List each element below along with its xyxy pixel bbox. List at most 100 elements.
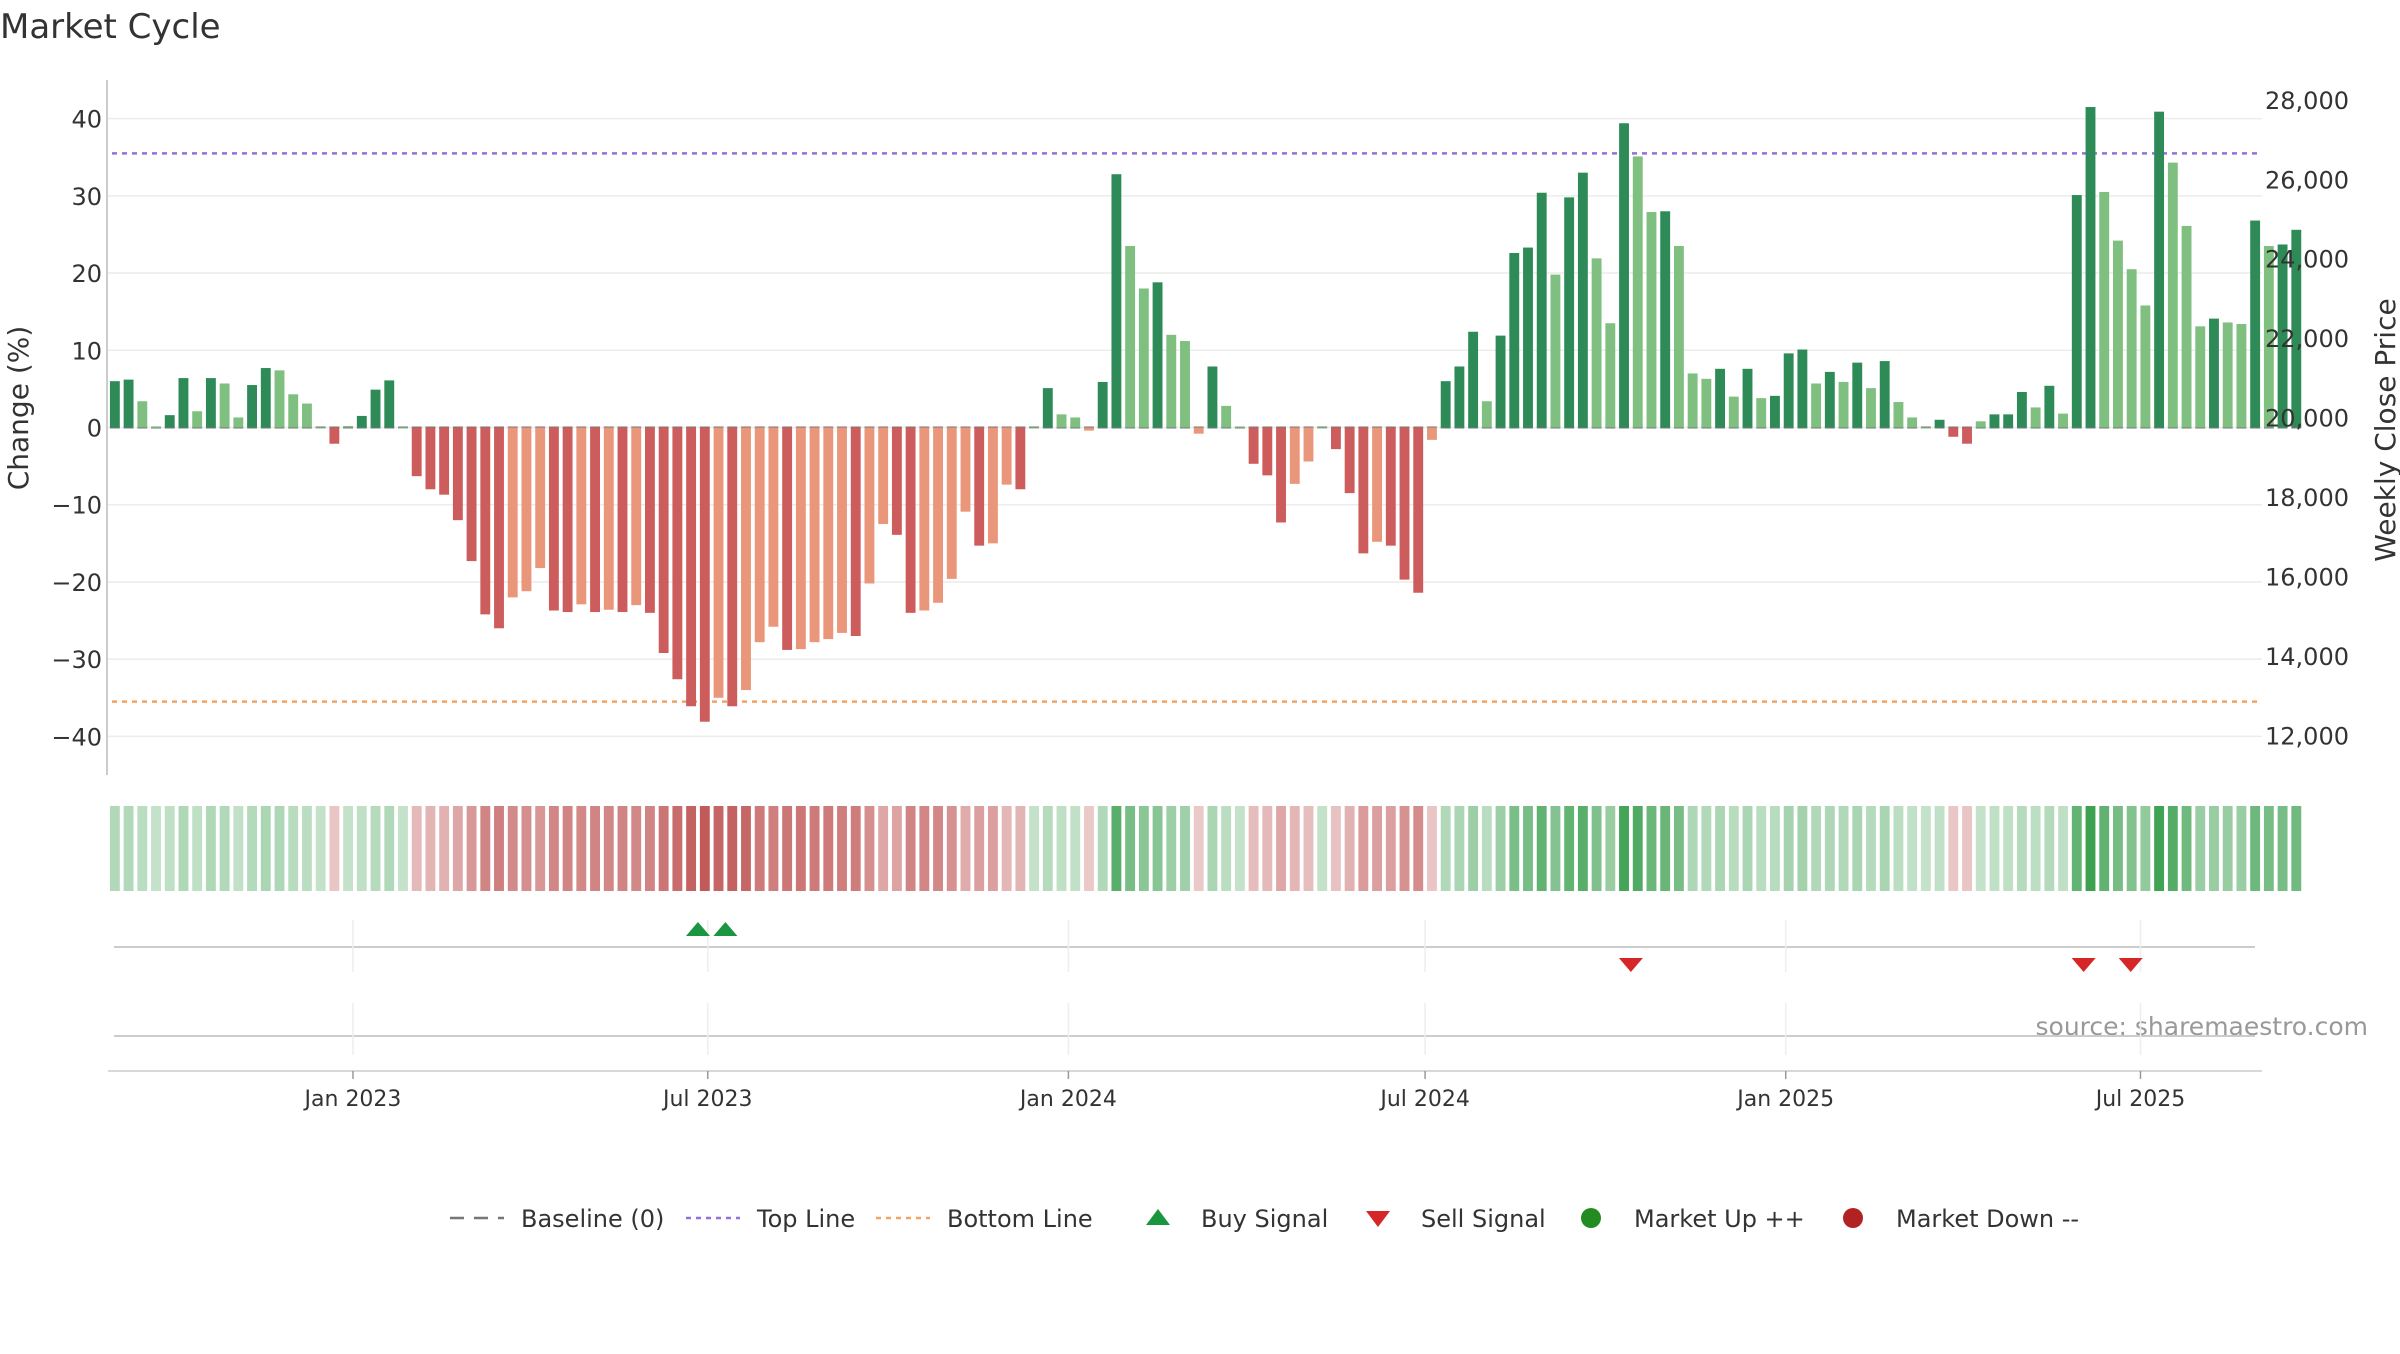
y2-tick-label: 12,000 (2265, 722, 2349, 750)
bar (2167, 162, 2178, 428)
heat-cell (1070, 806, 1081, 891)
axes: 40 30 20 10 0 −10 −20 −30 −40 28,000 26,000 24,000 2… (51, 80, 2349, 775)
bar (768, 427, 779, 627)
heat-cell (2195, 806, 2206, 891)
bar (1097, 381, 1108, 428)
bar (301, 403, 312, 428)
heat-cell (1550, 806, 1561, 891)
heat-cell (631, 806, 642, 891)
heat-cell (1742, 806, 1753, 891)
bar (754, 427, 765, 643)
heat-cell (1591, 806, 1602, 891)
bar (987, 427, 998, 544)
bar (494, 427, 504, 629)
x-tick-label: Jan 2025 (1735, 1087, 1834, 1112)
heat-cell (590, 806, 600, 891)
heat-cell (356, 806, 367, 891)
heat-cell (288, 806, 299, 891)
bar (1289, 427, 1300, 484)
x-axis: Jan 2023 Jul 2023 Jan 2024 Jul 2024 Jan 2025… (108, 1070, 2262, 1112)
bar (1468, 331, 1479, 428)
legend-swatch-buy (1146, 1209, 1170, 1225)
heat-cell (205, 806, 216, 891)
bar (2140, 305, 2151, 428)
heat-cell (2277, 806, 2288, 891)
heat-cell (343, 806, 354, 891)
bar (1783, 353, 1794, 428)
heat-cell (1715, 806, 1726, 891)
heat-cell (1673, 806, 1684, 891)
bar (2263, 246, 2274, 428)
bar (1427, 427, 1437, 440)
bar (1975, 421, 1986, 428)
heat-cell (1180, 806, 1190, 891)
bar (1248, 427, 1259, 464)
bar (137, 401, 148, 428)
bar (1152, 282, 1163, 428)
bar (1523, 247, 1533, 428)
heat-cell (686, 806, 697, 891)
bar (466, 427, 477, 562)
bar (2250, 220, 2261, 428)
bar (2154, 111, 2165, 428)
heat-cell (2113, 806, 2123, 891)
bar (219, 383, 230, 428)
y-tick-label: −30 (51, 646, 102, 674)
bar (1797, 349, 1808, 428)
heat-cell (1029, 806, 1040, 891)
heat-cell (315, 806, 326, 891)
bar (1536, 192, 1547, 428)
bar (123, 379, 134, 428)
bar (233, 417, 244, 428)
x-tick-label: Jul 2023 (661, 1087, 753, 1112)
heat-cell (1221, 806, 1232, 891)
bar (1742, 368, 1753, 428)
heat-cell (658, 806, 669, 891)
bar (1509, 252, 1520, 428)
x-tick-label: Jul 2024 (1378, 1087, 1470, 1112)
heat-cell (960, 806, 971, 891)
bar (1344, 427, 1355, 494)
y-tick-label: 10 (71, 337, 102, 365)
heat-cell (1495, 806, 1506, 891)
heat-cell (2250, 806, 2261, 891)
heat-cell (1783, 806, 1794, 891)
heat-cell (891, 806, 902, 891)
heat-cell (2154, 806, 2165, 891)
heat-cell (1042, 806, 1053, 891)
bar (590, 427, 600, 613)
heat-cell (768, 806, 779, 891)
bar (617, 427, 628, 613)
bar (960, 427, 971, 512)
bar (2277, 244, 2288, 428)
bar (164, 415, 175, 428)
heat-cell (617, 806, 628, 891)
heat-cell (1289, 806, 1300, 891)
heat-cell (987, 806, 998, 891)
heat-cell (1989, 806, 2000, 891)
heat-cell (384, 806, 395, 891)
heat-cell (1207, 806, 1218, 891)
heat-cell (521, 806, 532, 891)
heat-cell (329, 806, 340, 891)
bar (288, 394, 299, 428)
heat-cell (2209, 806, 2219, 891)
heat-cell (1111, 806, 1122, 891)
heat-cell (1372, 806, 1383, 891)
heat-cell (164, 806, 175, 891)
y-axis-label: Change (%) (2, 326, 35, 491)
bar (823, 427, 834, 640)
heat-cell (1152, 806, 1163, 891)
bar (1577, 172, 1588, 428)
bar (2195, 326, 2206, 428)
bar (946, 427, 957, 579)
buy-signal-marker (713, 922, 738, 936)
sell-signal-marker (2118, 958, 2143, 972)
bar (1811, 383, 1822, 428)
bar (205, 378, 216, 428)
y-tick-label: −20 (51, 569, 102, 597)
heat-cell (1907, 806, 1918, 891)
heat-cell (1262, 806, 1273, 891)
